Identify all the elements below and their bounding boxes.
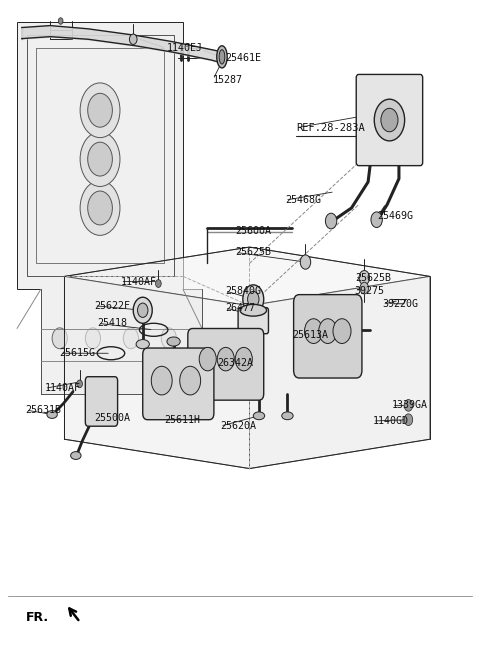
Circle shape	[325, 213, 337, 229]
Text: 39275: 39275	[355, 286, 385, 296]
Text: 15287: 15287	[213, 75, 243, 85]
Text: 25622F: 25622F	[95, 301, 131, 311]
Circle shape	[404, 399, 413, 411]
Text: 25615G: 25615G	[60, 348, 96, 358]
Circle shape	[381, 108, 398, 132]
Circle shape	[319, 319, 337, 344]
FancyBboxPatch shape	[85, 376, 118, 426]
Circle shape	[77, 380, 83, 388]
Text: 25625B: 25625B	[235, 247, 271, 258]
Circle shape	[88, 93, 112, 127]
Text: 25840G: 25840G	[225, 286, 261, 296]
Text: 25613A: 25613A	[292, 330, 328, 340]
Polygon shape	[250, 277, 430, 468]
Text: 25461E: 25461E	[225, 53, 261, 63]
Ellipse shape	[217, 46, 227, 68]
Polygon shape	[17, 22, 202, 394]
Circle shape	[243, 285, 264, 313]
Circle shape	[374, 99, 405, 141]
Text: 26477: 26477	[225, 303, 255, 313]
Ellipse shape	[167, 337, 180, 346]
Text: 25611H: 25611H	[164, 415, 200, 424]
Ellipse shape	[71, 451, 81, 459]
Polygon shape	[64, 247, 430, 306]
Circle shape	[404, 414, 413, 426]
Circle shape	[85, 328, 100, 349]
Text: 25469G: 25469G	[378, 212, 414, 221]
Text: 25625B: 25625B	[355, 273, 391, 283]
FancyBboxPatch shape	[356, 74, 423, 166]
FancyBboxPatch shape	[143, 348, 214, 420]
Circle shape	[156, 280, 161, 288]
Circle shape	[80, 83, 120, 137]
Text: 39220G: 39220G	[383, 300, 419, 309]
Ellipse shape	[219, 50, 225, 64]
FancyBboxPatch shape	[294, 294, 362, 378]
Circle shape	[88, 142, 112, 176]
Circle shape	[123, 328, 138, 349]
Circle shape	[235, 348, 252, 371]
Polygon shape	[64, 277, 250, 468]
Text: 25631B: 25631B	[25, 405, 61, 415]
Circle shape	[88, 191, 112, 225]
Text: FR.: FR.	[25, 610, 48, 623]
Circle shape	[199, 348, 216, 371]
Circle shape	[359, 271, 370, 285]
Circle shape	[300, 255, 311, 269]
Circle shape	[151, 367, 172, 395]
Circle shape	[137, 303, 148, 317]
Ellipse shape	[240, 304, 266, 316]
Text: 25500A: 25500A	[94, 413, 130, 423]
Text: 26342A: 26342A	[218, 358, 254, 368]
Text: REF.28-283A: REF.28-283A	[296, 123, 365, 133]
Ellipse shape	[47, 411, 57, 419]
Ellipse shape	[136, 340, 149, 349]
Text: 1140GD: 1140GD	[373, 416, 409, 426]
Ellipse shape	[282, 412, 293, 420]
FancyBboxPatch shape	[238, 307, 268, 334]
Circle shape	[52, 328, 67, 349]
Circle shape	[58, 18, 63, 24]
Text: 1140AF: 1140AF	[120, 277, 156, 286]
Text: 1140AF: 1140AF	[45, 384, 81, 394]
Circle shape	[133, 297, 152, 323]
Text: 1140EJ: 1140EJ	[167, 43, 203, 53]
Circle shape	[130, 34, 137, 45]
Text: 25468G: 25468G	[285, 195, 321, 205]
Text: 25600A: 25600A	[235, 226, 271, 236]
Circle shape	[80, 181, 120, 235]
Circle shape	[161, 328, 177, 349]
Ellipse shape	[253, 412, 264, 420]
Text: 1339GA: 1339GA	[392, 400, 428, 411]
Circle shape	[80, 132, 120, 187]
Circle shape	[371, 212, 383, 227]
Circle shape	[304, 319, 323, 344]
Text: 25418: 25418	[97, 318, 128, 328]
Circle shape	[248, 291, 259, 307]
FancyBboxPatch shape	[188, 328, 264, 400]
Circle shape	[360, 283, 369, 294]
Circle shape	[180, 367, 201, 395]
Circle shape	[217, 348, 234, 371]
Circle shape	[333, 319, 351, 344]
Text: 25620A: 25620A	[220, 421, 256, 431]
